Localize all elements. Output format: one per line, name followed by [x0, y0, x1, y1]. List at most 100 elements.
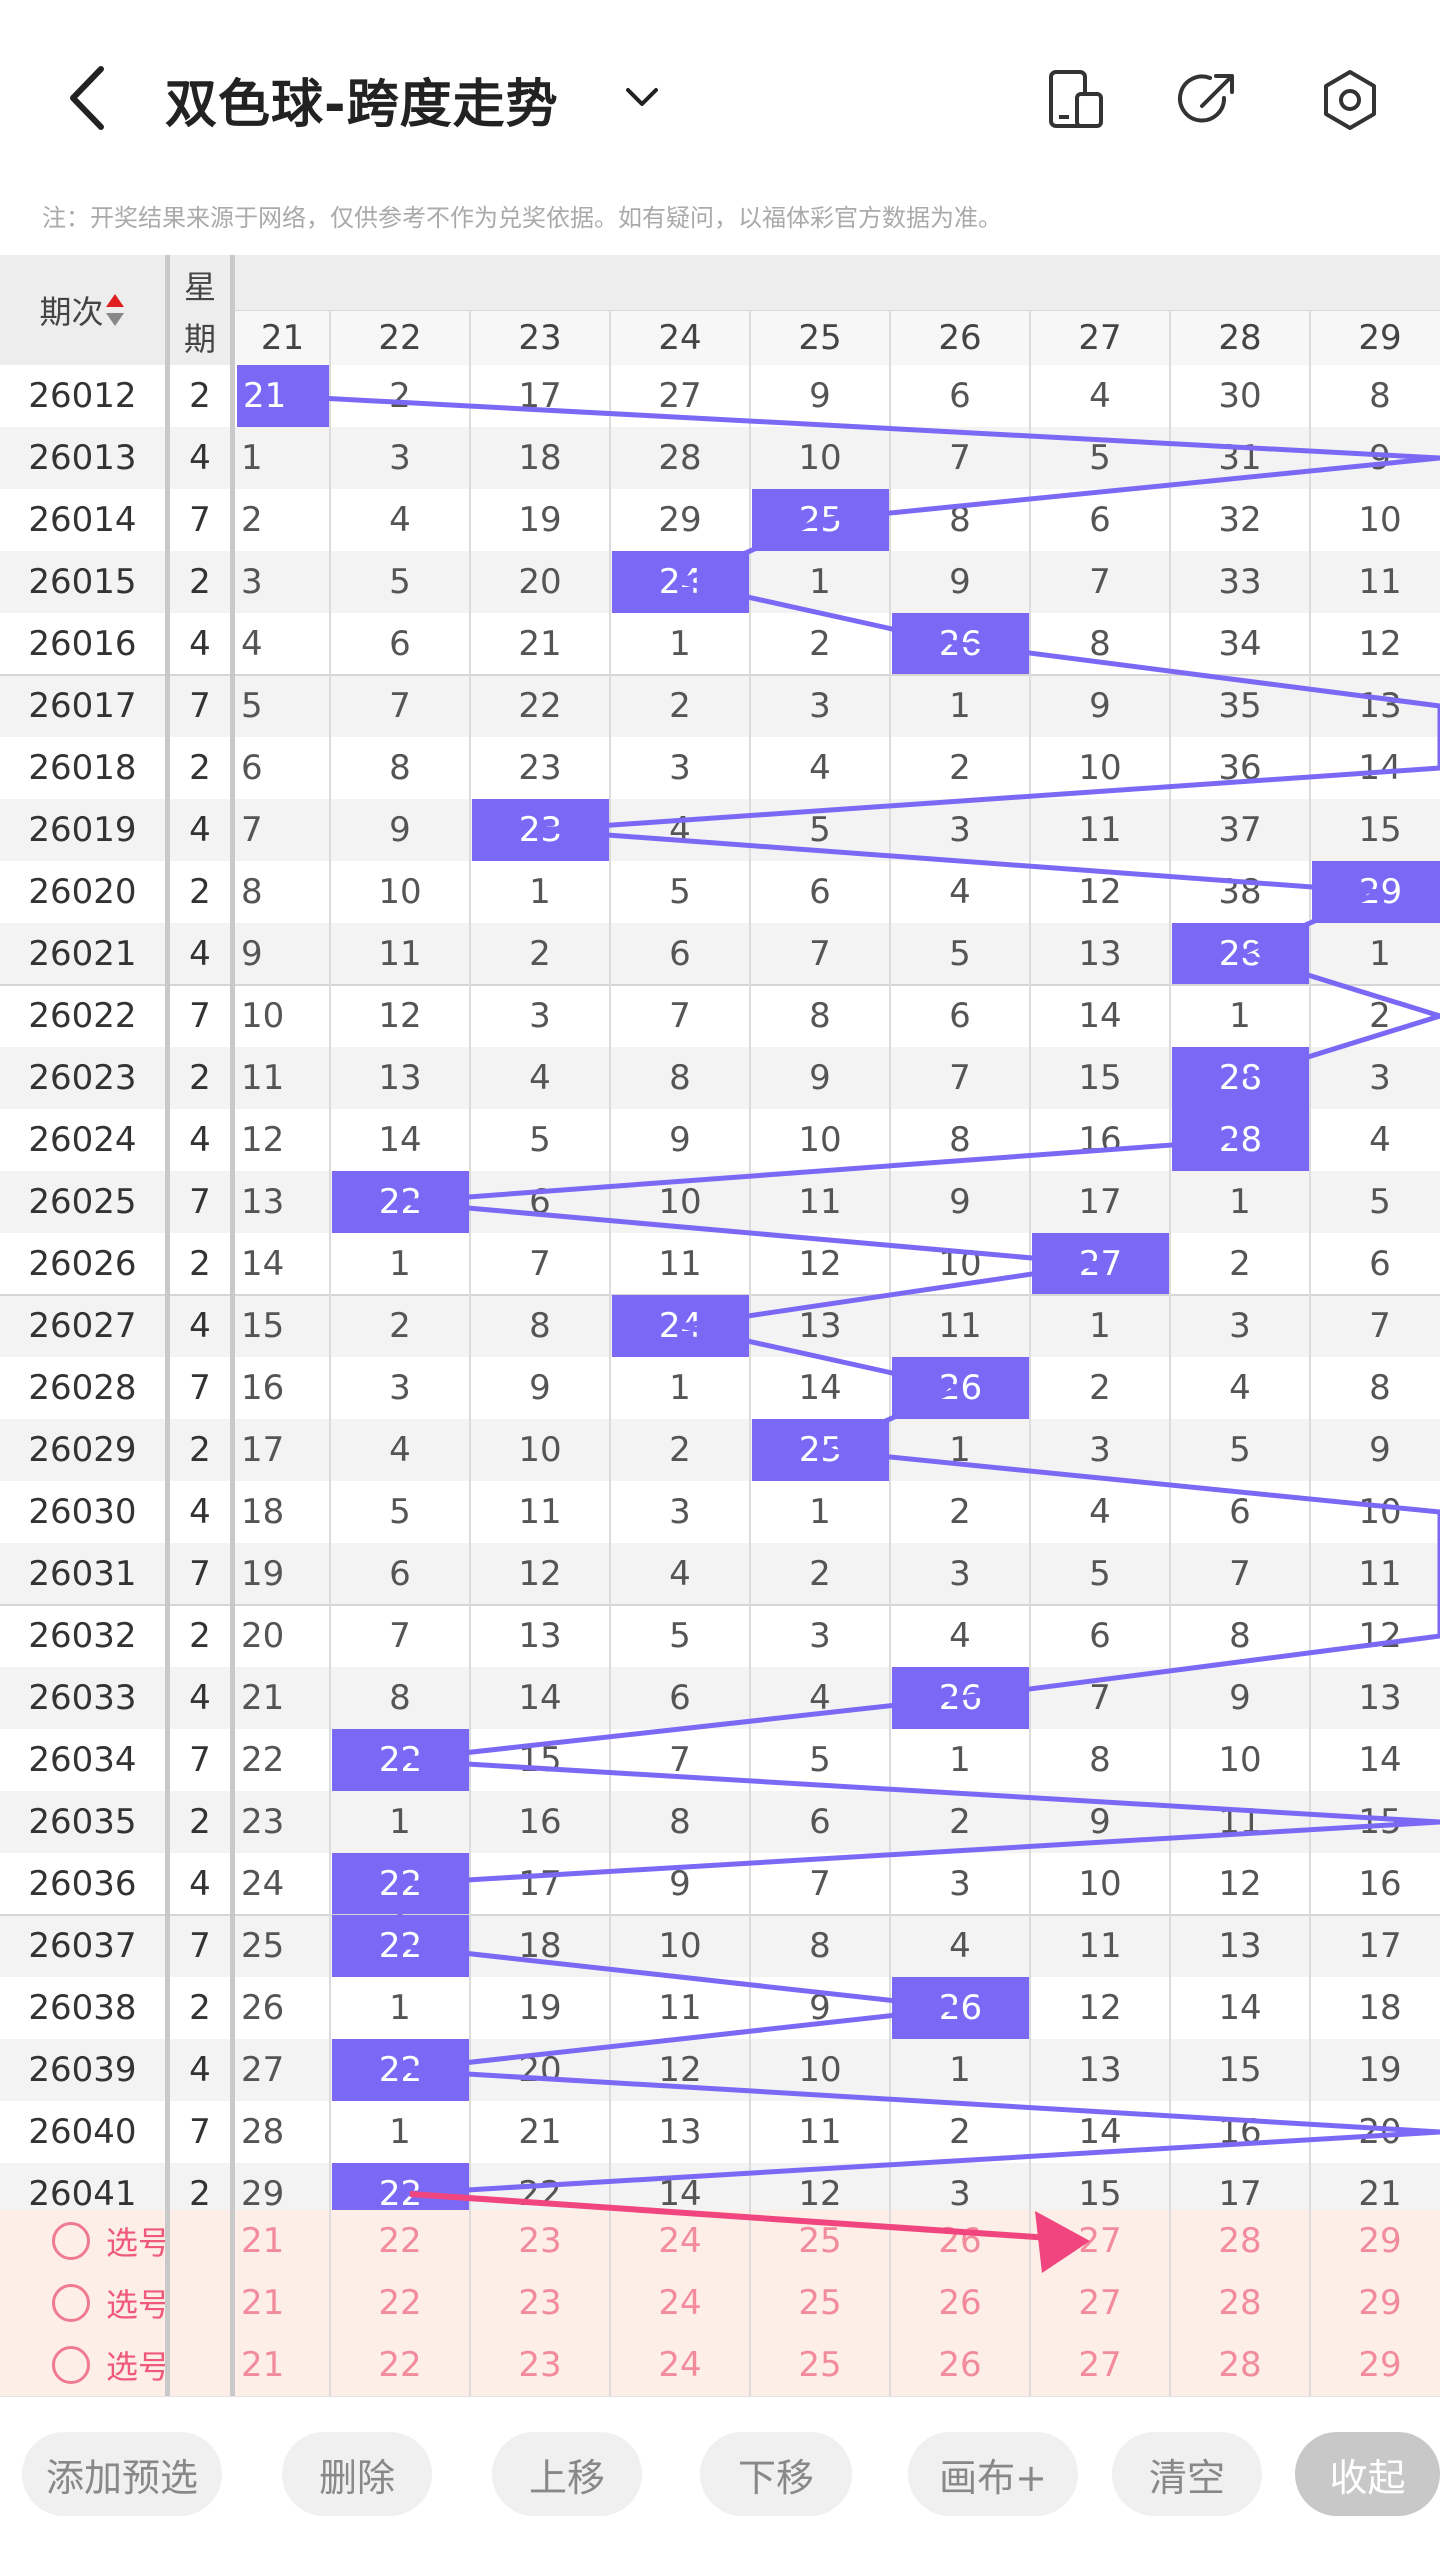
value-cell: 1: [389, 1988, 411, 2028]
pick-number[interactable]: 22: [378, 2283, 422, 2323]
value-cell: 1: [669, 624, 691, 664]
pick-number[interactable]: 24: [658, 2283, 702, 2323]
move-up-button[interactable]: 上移: [492, 2432, 642, 2516]
weekday-cell: 2: [189, 1616, 211, 1656]
weekday-cell: 7: [189, 1368, 211, 1408]
period-cell: 26038: [28, 1988, 137, 2028]
value-cell: 11: [1358, 562, 1402, 602]
value-cell: 35: [1218, 686, 1262, 726]
delete-button[interactable]: 删除: [282, 2432, 432, 2516]
value-cell: 9: [241, 934, 263, 974]
value-cell: 10: [1218, 1740, 1262, 1780]
pick-number[interactable]: 21: [241, 2345, 285, 2385]
value-cell: 14: [378, 1120, 422, 1160]
value-cell: 3: [1369, 1058, 1391, 1098]
value-cell: 7: [1369, 1306, 1391, 1346]
pick-number[interactable]: 29: [1358, 2221, 1402, 2261]
pick-number[interactable]: 23: [518, 2345, 562, 2385]
period-cell: 26036: [28, 1864, 137, 1904]
value-cell: 5: [809, 1740, 831, 1780]
weekday-cell: 2: [189, 1244, 211, 1284]
value-cell: 20: [518, 2050, 562, 2090]
value-cell: 34: [1218, 624, 1262, 664]
value-cell: 14: [518, 1678, 562, 1718]
pick-number[interactable]: 27: [1078, 2221, 1122, 2261]
pick-number[interactable]: 28: [1218, 2221, 1262, 2261]
value-cell: 4: [949, 872, 971, 912]
canvas-plus-button[interactable]: 画布+: [908, 2432, 1078, 2516]
weekday-cell: 2: [189, 1430, 211, 1470]
pick-row-selector[interactable]: 选号: [52, 2334, 170, 2396]
value-cell: 8: [389, 748, 411, 788]
pick-number[interactable]: 27: [1078, 2283, 1122, 2323]
pick-number[interactable]: 29: [1358, 2345, 1402, 2385]
value-cell: 2: [949, 2112, 971, 2152]
pick-number[interactable]: 23: [518, 2283, 562, 2323]
layout-toggle-button[interactable]: [1035, 60, 1115, 140]
page-title[interactable]: 双色球-跨度走势: [165, 75, 559, 135]
period-cell: 26028: [28, 1368, 137, 1408]
back-button[interactable]: [48, 58, 128, 138]
share-button[interactable]: [1168, 60, 1248, 140]
value-cell: 22: [241, 1740, 285, 1780]
pick-number[interactable]: 22: [378, 2345, 422, 2385]
pick-number[interactable]: 24: [658, 2221, 702, 2261]
value-cell: 6: [949, 376, 971, 416]
pick-number[interactable]: 26: [938, 2221, 982, 2261]
pick-row-selector[interactable]: 选号: [52, 2272, 170, 2334]
add-preselect-button[interactable]: 添加预选: [22, 2432, 222, 2516]
sort-period-header[interactable]: 期次: [0, 255, 165, 365]
settings-button[interactable]: [1310, 60, 1390, 140]
collapse-button[interactable]: 收起: [1295, 2432, 1440, 2516]
value-cell: 9: [1229, 1678, 1251, 1718]
value-cell: 3: [809, 1616, 831, 1656]
value-cell: 14: [1358, 748, 1402, 788]
pick-number[interactable]: 25: [798, 2221, 842, 2261]
move-down-button[interactable]: 下移: [700, 2432, 852, 2516]
pick-number[interactable]: 25: [798, 2283, 842, 2323]
pick-number[interactable]: 24: [658, 2345, 702, 2385]
pick-number[interactable]: 26: [938, 2345, 982, 2385]
pick-number[interactable]: 25: [798, 2345, 842, 2385]
value-cell: 3: [949, 810, 971, 850]
title-dropdown-button[interactable]: [612, 68, 672, 128]
pick-row-selector[interactable]: 选号: [52, 2210, 170, 2272]
value-cell: 11: [798, 2112, 842, 2152]
sort-icon: [105, 294, 124, 326]
pick-number[interactable]: 28: [1218, 2283, 1262, 2323]
period-cell: 26041: [28, 2174, 137, 2214]
chevron-down-icon: [626, 88, 658, 106]
period-cell: 26014: [28, 500, 137, 540]
value-cell: 14: [798, 1368, 842, 1408]
value-cell: 3: [241, 562, 263, 602]
pick-number[interactable]: 23: [518, 2221, 562, 2261]
pick-number[interactable]: 29: [1358, 2283, 1402, 2323]
value-cell: 7: [389, 686, 411, 726]
value-cell: 37: [1218, 810, 1262, 850]
pick-number[interactable]: 26: [938, 2283, 982, 2323]
column-header: 26: [938, 317, 982, 358]
value-cell: 21: [241, 1678, 285, 1718]
pick-number[interactable]: 21: [241, 2283, 285, 2323]
period-cell: 26040: [28, 2112, 137, 2152]
value-cell: 1: [1229, 1182, 1251, 1222]
pick-number[interactable]: 27: [1078, 2345, 1122, 2385]
value-cell: 18: [241, 1492, 285, 1532]
column-header: 25: [798, 317, 842, 358]
value-cell: 11: [518, 1492, 562, 1532]
value-cell: 19: [518, 1988, 562, 2028]
pick-number[interactable]: 22: [378, 2221, 422, 2261]
clear-button[interactable]: 清空: [1112, 2432, 1262, 2516]
value-cell: 2: [949, 1492, 971, 1532]
pick-number[interactable]: 28: [1218, 2345, 1262, 2385]
value-cell: 10: [1358, 500, 1402, 540]
value-cell: 12: [1218, 1864, 1262, 1904]
value-cell: 12: [1078, 872, 1122, 912]
value-cell: 11: [938, 1306, 982, 1346]
pick-number[interactable]: 21: [241, 2221, 285, 2261]
value-cell: 23: [518, 748, 562, 788]
value-cell: 1: [389, 2112, 411, 2152]
highlight-cell: 26: [892, 1667, 1029, 1729]
value-cell: 28: [658, 438, 702, 478]
highlight-cell: 29: [1312, 861, 1440, 923]
